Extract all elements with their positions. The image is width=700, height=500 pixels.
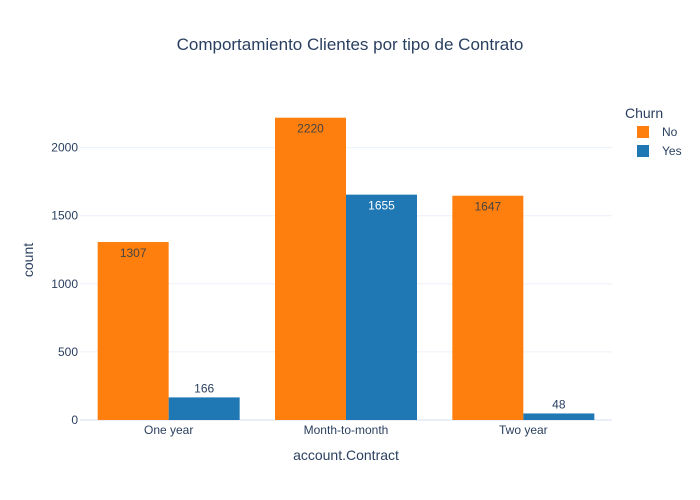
y-tick-label: 0 xyxy=(71,413,78,427)
y-axis-ticks: 0 500 1000 1500 2000 xyxy=(51,141,78,427)
bar-yes xyxy=(523,413,595,420)
chart-title: Comportamiento Clientes por tipo de Cont… xyxy=(177,35,524,54)
bar-no xyxy=(275,117,346,421)
bar-value-label: 1655 xyxy=(368,199,395,213)
bars: 1307 166 2220 1655 1647 48 xyxy=(97,117,595,421)
x-axis-ticks: One year Month-to-month Two year xyxy=(144,423,548,437)
legend-label-no[interactable]: No xyxy=(662,125,678,139)
x-tick-label: Two year xyxy=(499,423,548,437)
y-axis-title: count xyxy=(20,243,36,277)
bar-no xyxy=(452,195,524,420)
legend-title: Churn xyxy=(625,105,663,121)
bar-yes xyxy=(168,397,240,420)
y-tick-label: 1500 xyxy=(51,209,78,223)
y-tick-label: 1000 xyxy=(51,277,78,291)
x-axis-title: account.Contract xyxy=(293,447,399,463)
legend: Churn No Yes xyxy=(625,105,682,158)
y-tick-label: 500 xyxy=(58,345,78,359)
x-tick-label: One year xyxy=(144,423,193,437)
y-tick-label: 2000 xyxy=(51,141,78,155)
bar-no xyxy=(97,242,169,420)
x-tick-label: Month-to-month xyxy=(304,423,389,437)
bar-value-label: 1307 xyxy=(120,246,147,260)
bar-value-label: 166 xyxy=(194,381,214,395)
bar-value-label: 48 xyxy=(552,397,566,411)
legend-swatch-no[interactable] xyxy=(637,126,649,138)
legend-label-yes[interactable]: Yes xyxy=(662,144,682,158)
bar-yes xyxy=(346,194,417,420)
legend-swatch-yes[interactable] xyxy=(637,145,649,157)
bar-value-label: 1647 xyxy=(474,200,501,214)
bar-value-label: 2220 xyxy=(297,122,324,136)
